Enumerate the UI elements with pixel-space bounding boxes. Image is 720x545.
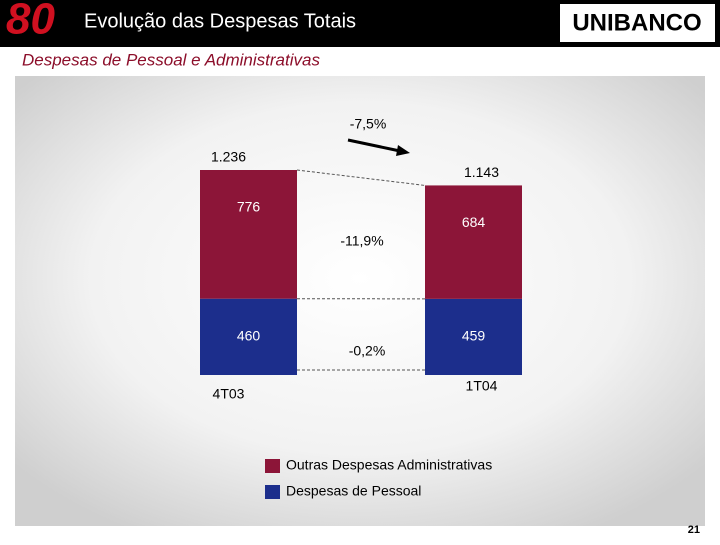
page-number: 21 [688,524,700,536]
x-tick-label: 1T04 [466,378,498,394]
annotation: -11,9% [340,233,383,249]
legend-label: Despesas de Pessoal [286,483,421,499]
annotation: -0,2% [349,343,386,359]
bar-segment [425,185,522,298]
x-tick-label: 4T03 [213,386,245,402]
badge: 80 [6,0,55,44]
value-label: 459 [462,328,486,344]
annotation: -7,5% [350,116,387,132]
header-title: Evolução das Despesas Totais [84,10,356,32]
legend-swatch [265,459,280,473]
total-label: 1.236 [211,149,246,165]
legend-label: Outras Despesas Administrativas [286,457,492,473]
value-label: 776 [237,199,261,215]
bar-segment [200,170,297,299]
value-label: 684 [462,214,486,230]
total-label: 1.143 [464,164,499,180]
legend-swatch [265,485,280,499]
subtitle: Despesas de Pessoal e Administrativas [22,50,320,69]
logo: UNIBANCO [572,9,701,36]
value-label: 460 [237,327,261,343]
